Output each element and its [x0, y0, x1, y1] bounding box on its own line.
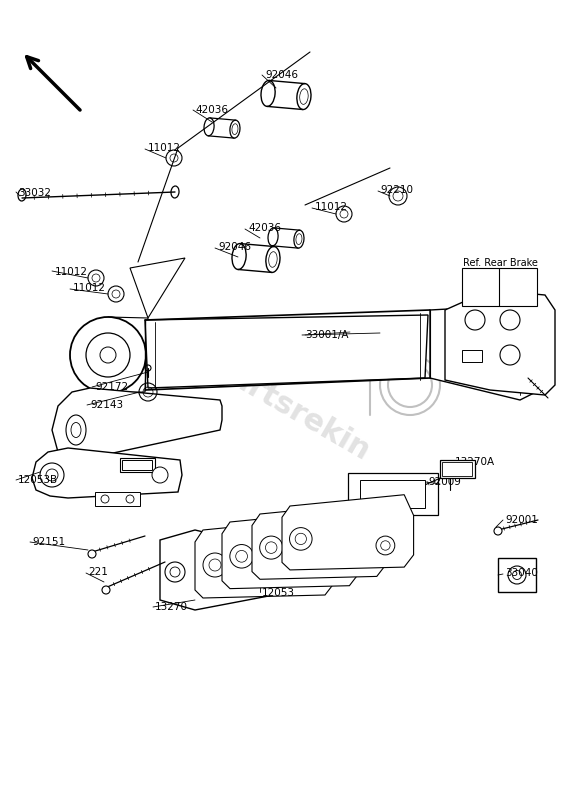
Bar: [122, 460, 152, 470]
Circle shape: [165, 562, 185, 582]
Circle shape: [376, 536, 395, 555]
Text: Ref. Rear Brake: Ref. Rear Brake: [463, 258, 538, 268]
Text: 13270: 13270: [155, 602, 188, 612]
Circle shape: [295, 562, 315, 582]
Text: 92009: 92009: [428, 477, 461, 487]
Circle shape: [494, 527, 502, 535]
Text: 12053A: 12053A: [348, 552, 388, 562]
Circle shape: [236, 550, 248, 562]
Bar: [462, 268, 537, 306]
Circle shape: [100, 347, 116, 363]
Text: 11012: 11012: [315, 202, 348, 212]
Circle shape: [203, 553, 227, 577]
Circle shape: [381, 541, 390, 550]
Circle shape: [290, 528, 312, 550]
Polygon shape: [120, 458, 155, 472]
Polygon shape: [252, 502, 387, 579]
Polygon shape: [52, 388, 222, 460]
Polygon shape: [445, 290, 555, 395]
Text: 92001: 92001: [505, 515, 538, 525]
Polygon shape: [430, 305, 540, 400]
Bar: [440, 460, 475, 478]
Circle shape: [266, 542, 277, 554]
Text: 92015: 92015: [363, 522, 396, 532]
Circle shape: [325, 558, 335, 568]
Bar: [462, 350, 482, 362]
Text: 92046: 92046: [265, 70, 298, 80]
Text: 12053: 12053: [262, 588, 295, 598]
Text: 11012: 11012: [55, 267, 88, 277]
Circle shape: [230, 545, 253, 568]
Text: 33032: 33032: [18, 188, 51, 198]
Text: 42036: 42036: [195, 105, 228, 115]
Circle shape: [295, 534, 307, 545]
Circle shape: [152, 467, 168, 483]
Polygon shape: [222, 510, 359, 589]
Text: 11012: 11012: [148, 143, 181, 153]
Bar: [442, 462, 472, 476]
Text: Partsrekin: Partsrekin: [206, 353, 374, 467]
Polygon shape: [108, 317, 148, 393]
Text: 92046: 92046: [218, 242, 251, 252]
Text: 92143: 92143: [90, 400, 123, 410]
Circle shape: [86, 333, 130, 377]
Circle shape: [500, 310, 520, 330]
Text: 33001/A: 33001/A: [305, 330, 349, 340]
Circle shape: [300, 567, 310, 577]
Polygon shape: [130, 258, 185, 318]
Circle shape: [260, 536, 283, 559]
Bar: [348, 473, 438, 515]
Circle shape: [353, 550, 363, 559]
Bar: [460, 335, 495, 357]
Polygon shape: [160, 530, 300, 610]
Circle shape: [209, 559, 221, 571]
Text: 13270A: 13270A: [455, 457, 495, 467]
Circle shape: [88, 550, 96, 558]
Polygon shape: [32, 448, 182, 498]
Text: 33040: 33040: [505, 568, 538, 578]
Circle shape: [40, 463, 64, 487]
Bar: [95, 492, 140, 506]
Polygon shape: [195, 518, 335, 598]
Circle shape: [70, 317, 146, 393]
Circle shape: [465, 310, 485, 330]
Circle shape: [102, 586, 110, 594]
Text: 92210: 92210: [380, 185, 413, 195]
Text: 42036: 42036: [248, 223, 281, 233]
Circle shape: [268, 565, 288, 585]
Bar: [498, 558, 536, 592]
Text: 92151: 92151: [32, 537, 65, 547]
Bar: [360, 480, 425, 508]
Circle shape: [348, 545, 367, 564]
Circle shape: [500, 345, 520, 365]
Text: 221: 221: [88, 567, 108, 577]
Text: 92172: 92172: [95, 382, 128, 392]
Circle shape: [320, 554, 340, 573]
Polygon shape: [282, 494, 413, 570]
Polygon shape: [370, 358, 405, 378]
Text: 12053B: 12053B: [18, 475, 58, 485]
Polygon shape: [145, 315, 428, 388]
Text: 11012: 11012: [73, 283, 106, 293]
